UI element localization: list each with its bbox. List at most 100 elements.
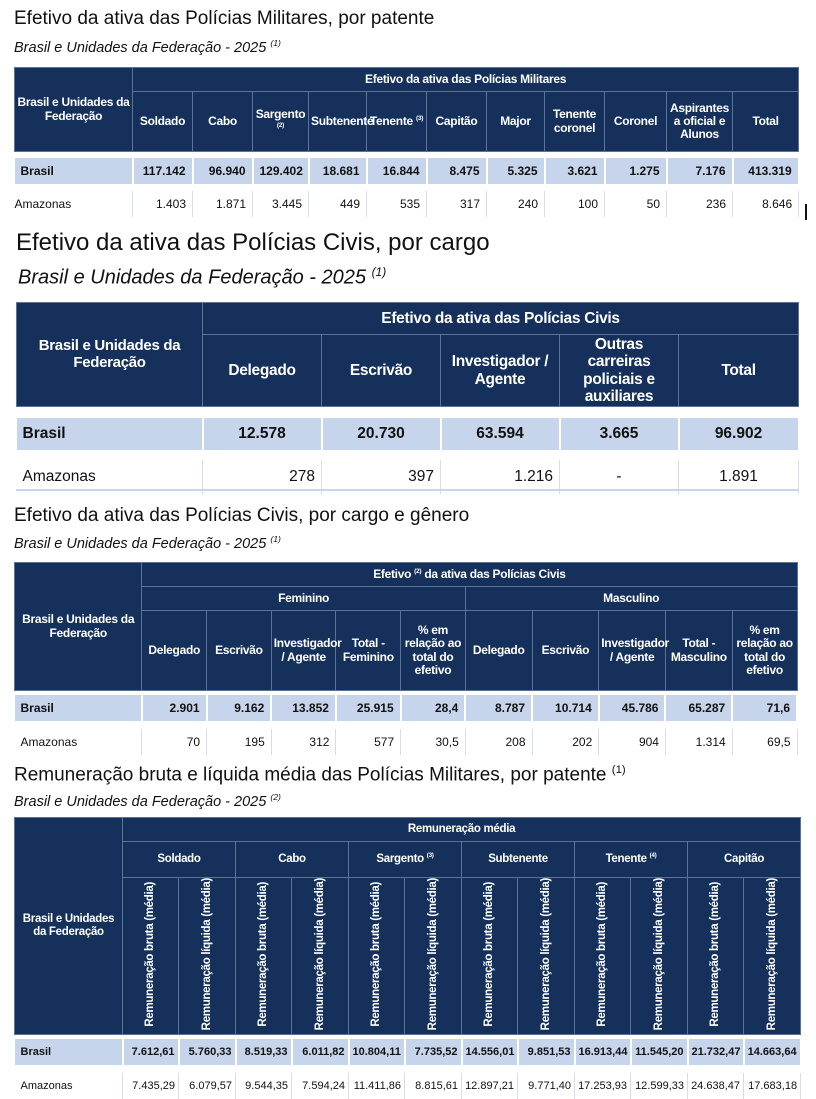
cell: 202 [532, 728, 600, 755]
col-tenente: Tenente (3) [366, 91, 427, 152]
col-f-escrivao: Escrivão [206, 610, 272, 691]
rem-bruta-header: Remuneração bruta (média) [348, 877, 405, 1035]
row-label: Amazonas [14, 190, 133, 217]
pc-group-header: Efetivo da ativa das Polícias Civis [201, 302, 800, 335]
col-delegado: Delegado [202, 334, 322, 407]
cell: 10.714 [532, 694, 600, 721]
col-aspirantes: Aspirantes a oficial e Alunos [666, 91, 733, 152]
rem-liquida-header: Remuneração líquida (média) [630, 877, 688, 1035]
rem-liquida-header: Remuneração líquida (média) [742, 877, 802, 1035]
cell: 9.771,40 [517, 1073, 575, 1099]
rem-tenente-header: Tenente (4) [574, 841, 688, 878]
rem-liquida-label: Remuneração líquida (média) [765, 878, 778, 1031]
cell: 16.913,44 [574, 1039, 632, 1066]
rem-tenente-label: Tenente [605, 853, 647, 866]
rem-sargento-note: (3) [426, 852, 434, 860]
cell: 904 [598, 728, 666, 755]
cell: 9.162 [206, 694, 273, 721]
table-row: Brasil 7.612,61 5.760,33 8.519,33 6.011,… [14, 1039, 802, 1066]
cell: 117.142 [132, 157, 194, 184]
cell: 16.844 [366, 157, 428, 184]
pm-remuneracao-table: Brasil e Unidades da Federação Remuneraç… [14, 817, 802, 1099]
cell: 28,4 [400, 694, 467, 721]
rem-bruta-label: Remuneração bruta (média) [596, 881, 609, 1027]
cell: 449 [308, 190, 367, 217]
col-soldado: Soldado [132, 91, 193, 152]
rem-tenente-note: (4) [649, 852, 657, 860]
pcg-masculino-header: Masculino [464, 586, 798, 611]
cell: 24.638,47 [687, 1073, 744, 1099]
rem-soldado-header: Soldado [122, 841, 236, 878]
col-total: Total [731, 91, 800, 152]
table-row: Amazonas 278 397 1.216 - 1.891 [16, 459, 800, 494]
cell: 12.897,21 [461, 1073, 518, 1099]
cell: 1.871 [192, 190, 253, 217]
col-sargento-note: (2) [276, 121, 285, 129]
pc-genero-table: Brasil e Unidades da Federação Efetivo (… [13, 562, 798, 755]
rem-subtenente-header: Subtenente [461, 841, 575, 878]
table-row: Brasil 117.142 96.940 129.402 18.681 16.… [14, 157, 800, 184]
col-investigador: Investigador / Agente [440, 334, 560, 407]
cell: 18.681 [308, 157, 368, 184]
row-label: Amazonas [14, 728, 143, 755]
pc-genero-subtitle-text: Brasil e Unidades da Federação - 2025 [14, 535, 267, 552]
cell: 1.314 [665, 728, 733, 755]
cell: 70 [141, 728, 208, 755]
pc-cargo-table: Brasil e Unidades da Federação Efetivo d… [16, 302, 800, 494]
cell: 11.411,86 [348, 1073, 405, 1099]
cell: 1.403 [132, 190, 193, 217]
col-m-percent: % em relação ao total do efetivo [731, 610, 798, 691]
cell: 65.287 [665, 694, 734, 721]
cell: 63.594 [440, 417, 561, 450]
cell: 13.852 [271, 694, 337, 721]
cell: 69,5 [732, 728, 798, 755]
rem-cabo-header: Cabo [235, 841, 349, 878]
col-m-total: Total - Masculino [664, 610, 733, 691]
rem-group-header: Remuneração média [121, 817, 802, 842]
table-row: Amazonas 70 195 312 577 30,5 208 202 904… [14, 728, 798, 755]
pm-remuneracao-title-text: Remuneração bruta e líquida média das Po… [14, 764, 607, 786]
cell: 577 [335, 728, 402, 755]
rem-bruta-header: Remuneração bruta (média) [461, 877, 518, 1035]
col-major: Major [486, 91, 545, 152]
cell: 5.325 [486, 157, 546, 184]
cell: 129.402 [252, 157, 310, 184]
col-m-investigador: Investigador / Agente [598, 610, 669, 691]
cell: 11.545,20 [630, 1039, 689, 1066]
cell: 14.663,64 [743, 1039, 802, 1066]
row-underline [16, 489, 798, 491]
row-label: Brasil [14, 694, 143, 721]
cell: 9.544,35 [235, 1073, 292, 1099]
cell: 413.319 [732, 157, 800, 184]
pc-genero-subtitle: Brasil e Unidades da Federação - 2025 (1… [14, 534, 281, 552]
pm-remuneracao-subtitle-note: (2) [270, 792, 281, 802]
table-row: Brasil 12.578 20.730 63.594 3.665 96.902 [16, 417, 800, 450]
cell: 312 [271, 728, 337, 755]
cell: 50 [604, 190, 667, 217]
pcg-group-a: Efetivo [373, 566, 412, 581]
col-tenente-note: (3) [415, 114, 424, 122]
cell: 25.915 [335, 694, 402, 721]
col-capitao: Capitão [426, 91, 487, 152]
table-row: Amazonas 1.403 1.871 3.445 449 535 317 2… [14, 190, 800, 217]
cell: 8.815,61 [404, 1073, 462, 1099]
cell: 6.011,82 [291, 1039, 350, 1066]
cell: 7.594,24 [291, 1073, 349, 1099]
col-outras-carreiras: Outras carreiras policiais e auxiliares [559, 334, 679, 407]
cell: 1.216 [440, 459, 560, 494]
cell: 6.079,57 [178, 1073, 236, 1099]
rem-bruta-label: Remuneração bruta (média) [144, 881, 157, 1027]
cell: 1.891 [678, 459, 800, 494]
rem-liquida-header: Remuneração líquida (média) [404, 877, 462, 1035]
pm-remuneracao-title: Remuneração bruta e líquida média das Po… [14, 764, 626, 786]
cell: 8.519,33 [235, 1039, 293, 1066]
col-f-percent: % em relação ao total do efetivo [400, 610, 466, 691]
rem-bruta-label: Remuneração bruta (média) [370, 881, 383, 1027]
cell: 208 [465, 728, 533, 755]
row-label: Brasil [14, 157, 134, 184]
cell: 12.578 [202, 417, 323, 450]
pm-patente-subtitle: Brasil e Unidades da Federação - 2025 (1… [14, 38, 281, 56]
col-m-escrivao: Escrivão [531, 610, 600, 691]
cell: 30,5 [400, 728, 466, 755]
cell: 7.176 [666, 157, 734, 184]
